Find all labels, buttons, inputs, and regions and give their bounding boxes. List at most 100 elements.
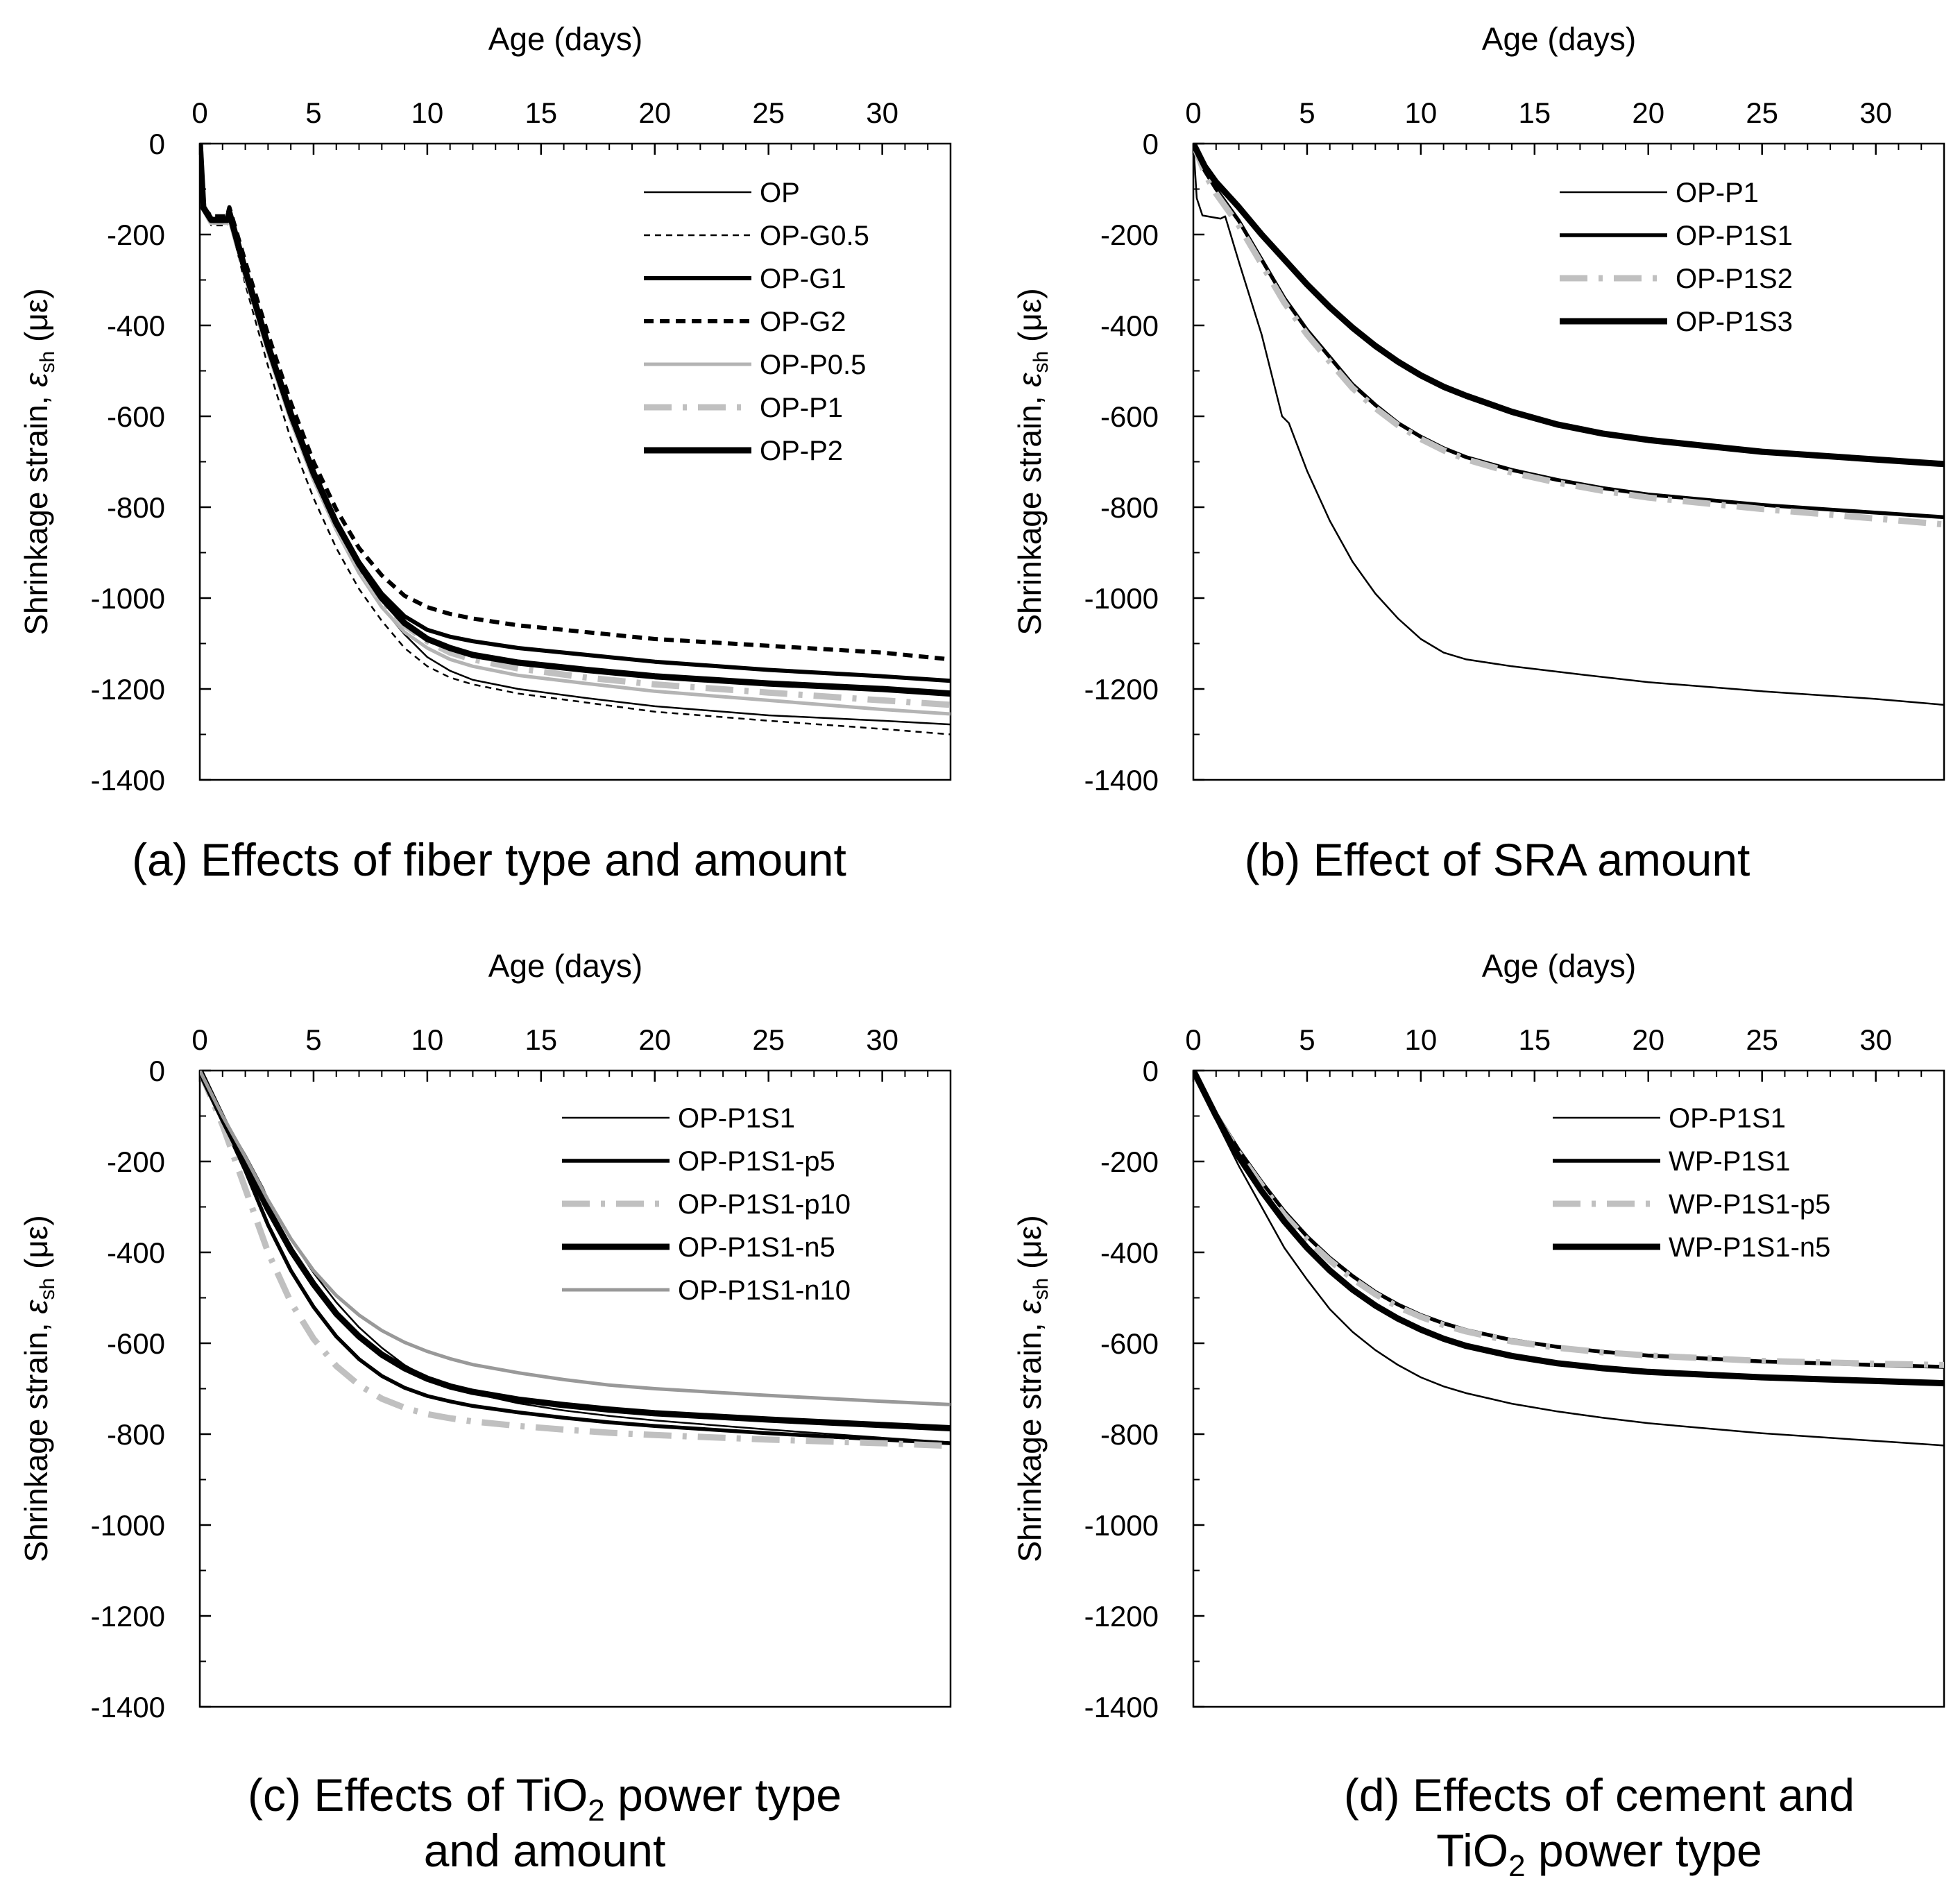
legend-label: OP-P1S1-p10: [678, 1189, 851, 1220]
x-tick-label: 5: [1299, 96, 1315, 129]
y-tick-label: -400: [1100, 309, 1159, 342]
y-axis-title-main: Shrinkage strain,: [18, 387, 54, 636]
legend-label: OP-P1S1-p5: [678, 1146, 835, 1177]
chart-panel-d: 0 5 10 15 20 25 30 Age (days) 0 -200 -400 -600 -800 -…: [1012, 948, 1945, 1883]
x-tick-label: 30: [1859, 96, 1892, 129]
x-tick-label: 25: [752, 96, 785, 129]
legend-label: OP-P1: [1676, 178, 1759, 208]
x-tick-label: 5: [305, 96, 321, 129]
caption-part: TiO: [1436, 1825, 1508, 1876]
y-tick-label: 0: [149, 128, 165, 160]
legend: OP-P1 OP-P1S1 OP-P1S2 OP-P1S3: [1560, 178, 1793, 337]
legend: OP-P1S1 WP-P1S1 WP-P1S1-p5 WP-P1S1-n5: [1553, 1103, 1830, 1263]
chart-caption: (b) Effect of SRA amount: [1245, 834, 1750, 885]
x-tick-label: 10: [411, 96, 444, 129]
y-tick-label: -800: [1100, 1418, 1159, 1451]
series-line-WP-P1S1-n5: [1193, 1071, 1944, 1387]
legend-label: WP-P1S1-p5: [1669, 1189, 1830, 1220]
y-axis-title: Shrinkage strain, εsh (με): [18, 288, 59, 635]
chart-caption: (c) Effects of TiO2 power type: [248, 1769, 842, 1828]
caption-part: power type: [605, 1769, 842, 1821]
series-line-OP-P1S2: [1193, 144, 1944, 528]
y-tick-label: -400: [1100, 1236, 1159, 1269]
y-tick-label: -1200: [1084, 673, 1159, 706]
series-group: [200, 1071, 951, 1449]
y-tick-label: -200: [107, 1146, 165, 1178]
chart-caption: TiO2 power type: [1436, 1825, 1762, 1883]
x-axis-title: Age (days): [1482, 948, 1636, 984]
y-tick-label: -200: [1100, 1146, 1159, 1178]
legend-label: OP-G2: [760, 307, 846, 337]
y-axis-title-subscript: sh: [1030, 351, 1053, 373]
legend-label: OP-P1S1-n5: [678, 1232, 835, 1263]
x-tick-label: 20: [638, 1023, 671, 1056]
y-tick-label: -600: [107, 400, 165, 433]
x-tick-label: 30: [866, 96, 898, 129]
caption-part: (c) Effects of TiO: [248, 1769, 588, 1821]
y-axis-title-subscript: sh: [36, 351, 59, 373]
y-axis-title: Shrinkage strain, εsh (με): [18, 1215, 59, 1562]
y-tick-label: -1000: [91, 582, 165, 615]
x-axis-title: Age (days): [488, 21, 642, 57]
x-tick-label: 10: [1405, 96, 1438, 129]
x-tick-label: 25: [752, 1023, 785, 1056]
y-axis-title-symbol: ε: [1012, 1300, 1048, 1314]
y-axis-title-unit: (με): [1012, 1215, 1048, 1277]
x-tick-label: 10: [1405, 1023, 1438, 1056]
x-tick-label: 30: [1859, 1023, 1892, 1056]
x-tick-label: 5: [1299, 1023, 1315, 1056]
legend-label: OP: [760, 178, 800, 208]
series-group: [1193, 1071, 1944, 1447]
chart-panel-b: 0 5 10 15 20 25 30 Age (days) 0 -200 -400 -600 -800 -…: [1012, 21, 1945, 885]
x-tick-label: 15: [525, 1023, 557, 1056]
y-axis-title-subscript: sh: [36, 1278, 59, 1300]
series-line-OP-P1S1-p10: [200, 1071, 951, 1449]
series-group: [1193, 144, 1944, 706]
y-tick-label: -600: [1100, 1327, 1159, 1360]
y-tick-label: -1400: [91, 764, 165, 797]
y-tick-label: -1000: [91, 1509, 165, 1542]
y-axis-title-main: Shrinkage strain,: [1012, 387, 1048, 636]
x-tick-label: 0: [1185, 1023, 1201, 1056]
y-tick-label: -200: [107, 219, 165, 251]
y-tick-label: -1200: [91, 1600, 165, 1633]
y-tick-label: -1400: [91, 1691, 165, 1723]
y-tick-label: -800: [107, 1418, 165, 1451]
y-tick-label: -800: [107, 491, 165, 524]
y-tick-label: -1000: [1084, 1509, 1159, 1542]
chart-caption: and amount: [424, 1825, 666, 1876]
legend-label: OP-P2: [760, 436, 843, 466]
y-axis-title-symbol: ε: [1012, 373, 1048, 387]
series-line-OP-P1S1-n5: [200, 1071, 951, 1431]
y-tick-label: 0: [1143, 128, 1159, 160]
x-tick-label: 5: [305, 1023, 321, 1056]
y-tick-label: 0: [1143, 1055, 1159, 1087]
x-tick-label: 0: [191, 1023, 207, 1056]
x-tick-label: 15: [1518, 1023, 1551, 1056]
x-tick-label: 20: [1632, 96, 1664, 129]
x-tick-label: 10: [411, 1023, 444, 1056]
y-axis-title-unit: (με): [18, 1215, 54, 1277]
caption-subscript: 2: [588, 1794, 604, 1828]
legend: OP-P1S1 OP-P1S1-p5 OP-P1S1-p10 OP-P1S1-n5 OP…: [562, 1103, 851, 1306]
legend-label: WP-P1S1: [1669, 1146, 1791, 1177]
caption-part: power type: [1526, 1825, 1762, 1876]
y-axis-title-main: Shrinkage strain,: [1012, 1314, 1048, 1562]
y-tick-label: -1200: [1084, 1600, 1159, 1633]
series-line-OP-P1S1-p5: [200, 1071, 951, 1445]
series-group: [200, 144, 951, 735]
y-tick-label: -600: [107, 1327, 165, 1360]
legend-label: OP-P1S1: [1676, 221, 1793, 251]
chart-panel-a: 0 5 10 15 20 25 30 Age (days) 0 -200 -400 -600 -800 -…: [18, 21, 952, 885]
x-tick-label: 0: [191, 96, 207, 129]
series-line-OP-P2: [200, 144, 951, 697]
legend-label: OP-P0.5: [760, 350, 866, 380]
x-axis-title: Age (days): [488, 948, 642, 984]
y-tick-label: -600: [1100, 400, 1159, 433]
y-tick-label: -1400: [1084, 1691, 1159, 1723]
x-tick-label: 15: [525, 96, 557, 129]
caption-subscript: 2: [1508, 1849, 1525, 1883]
y-axis-title-main: Shrinkage strain,: [18, 1314, 54, 1562]
y-tick-label: -1000: [1084, 582, 1159, 615]
